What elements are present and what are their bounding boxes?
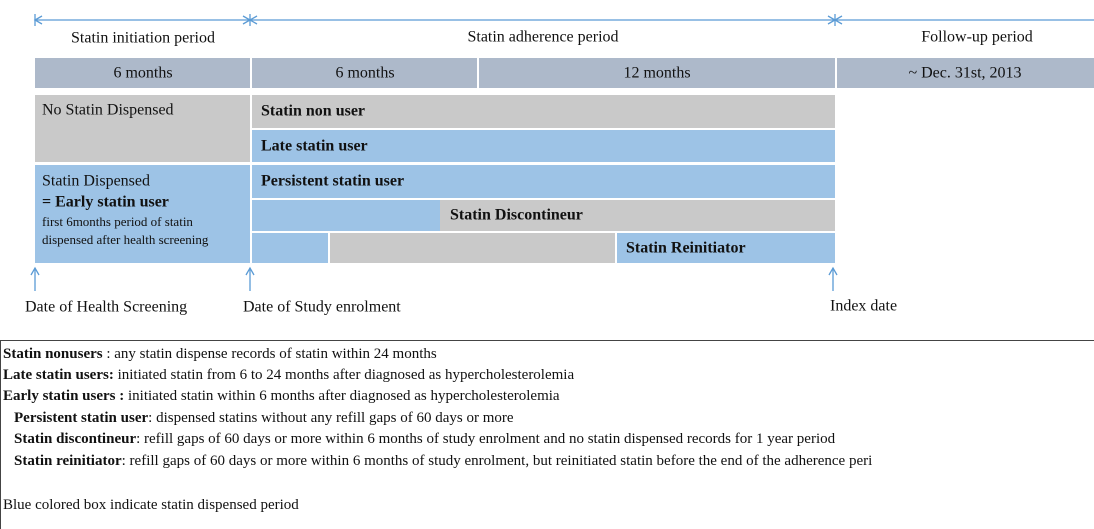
- term: Statin discontineur: [14, 431, 137, 447]
- timeline-diagram: Statin initiation period Statin adherenc…: [25, 14, 1094, 316]
- group-bar: [252, 165, 835, 198]
- group-label: Late statin user: [261, 138, 368, 155]
- group-bar: [252, 130, 835, 162]
- box-note: first 6months period of statin: [42, 214, 193, 229]
- milestone-label: Index date: [830, 298, 897, 315]
- definition: Late statin users: initiated statin from…: [3, 367, 574, 384]
- definition: Statin nonusers : any statin dispense re…: [3, 346, 437, 363]
- term-text: : refill gaps of 60 days or more within …: [121, 453, 873, 469]
- period-label: Statin initiation period: [71, 30, 215, 47]
- duration-cell: [252, 58, 477, 88]
- group-bar: [252, 95, 835, 128]
- milestone-label: Date of Health Screening: [25, 299, 187, 316]
- definition: Persistent statin user: dispensed statin…: [14, 410, 514, 427]
- footnote: Blue colored box indicate statin dispens…: [3, 497, 299, 513]
- definition: Statin reinitiator: refill gaps of 60 da…: [14, 453, 872, 470]
- term-text: initiated statin within 6 months after d…: [124, 388, 560, 404]
- period-label: Statin adherence period: [467, 29, 618, 46]
- duration-label: 6 months: [113, 65, 172, 82]
- period-arrows: [33, 14, 1094, 26]
- term: Statin reinitiator: [14, 453, 122, 469]
- duration-label: 12 months: [623, 65, 690, 82]
- term: Persistent statin user: [14, 410, 149, 426]
- definition: Early statin users : initiated statin wi…: [3, 388, 560, 405]
- group-bar: [252, 233, 328, 263]
- group-label: Statin Reinitiator: [626, 240, 746, 257]
- group-bar: [617, 233, 835, 263]
- term: Early statin users :: [3, 388, 125, 404]
- milestone-label: Date of Study enrolment: [243, 299, 401, 316]
- term: Statin nonusers: [3, 346, 103, 362]
- box-label: = Early statin user: [42, 194, 169, 211]
- dispensed-box: [35, 165, 250, 263]
- box-label: No Statin Dispensed: [42, 102, 174, 119]
- group-bar: [330, 233, 615, 263]
- group-label: Statin non user: [261, 103, 365, 120]
- group-bar: [252, 200, 440, 231]
- milestone-arrows: [30, 266, 838, 291]
- duration-cell: [35, 58, 250, 88]
- definitions-box: Statin nonusers : any statin dispense re…: [0, 340, 1094, 529]
- term-text: initiated statin from 6 to 24 months aft…: [113, 367, 575, 383]
- group-label: Persistent statin user: [261, 173, 404, 190]
- no-statin-box: [35, 95, 250, 162]
- duration-cell: [837, 58, 1094, 88]
- definition: Statin discontineur: refill gaps of 60 d…: [14, 431, 835, 448]
- box-label: Statin Dispensed: [42, 173, 150, 190]
- group-label: Statin Discontineur: [450, 207, 583, 224]
- term-text: : refill gaps of 60 days or more within …: [136, 431, 836, 447]
- duration-label: 6 months: [335, 65, 394, 82]
- box-note: dispensed after health screening: [42, 232, 209, 247]
- group-bar: [440, 200, 835, 231]
- period-label: Follow-up period: [921, 29, 1033, 46]
- term: Late statin users:: [3, 367, 114, 383]
- duration-label: ~ Dec. 31st, 2013: [908, 65, 1021, 82]
- duration-cell: [479, 58, 835, 88]
- term-text: : any statin dispense records of statin …: [102, 346, 437, 362]
- term-text: : dispensed statins without any refill g…: [148, 410, 514, 426]
